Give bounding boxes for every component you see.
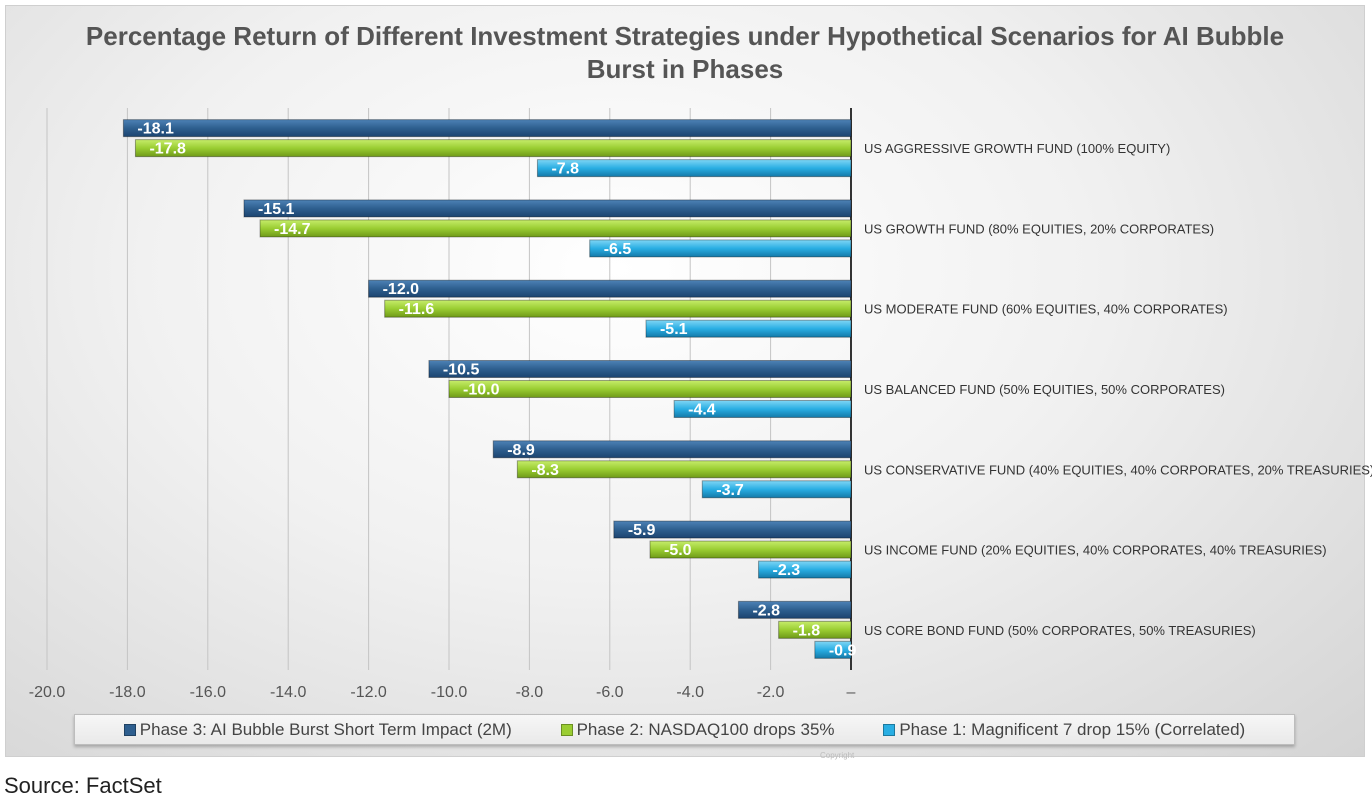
bar-1-2 — [384, 299, 852, 318]
data-label: -2.8 — [752, 602, 780, 619]
legend-label-phase-1: Phase 1: Magnificent 7 drop 15% (Correla… — [899, 719, 1246, 739]
category-label: US BALANCED FUND (50% EQUITIES, 50% CORP… — [864, 382, 1225, 397]
bar-1-1 — [259, 219, 852, 238]
category-label: US AGGRESSIVE GROWTH FUND (100% EQUITY) — [864, 141, 1170, 156]
data-label: -2.3 — [773, 562, 801, 579]
bar-2-2 — [645, 319, 852, 338]
source-note: Source: FactSet — [4, 773, 162, 798]
x-tick-label: – — [847, 684, 856, 701]
data-label: -15.1 — [258, 201, 295, 218]
legend-swatch-phase-1 — [883, 723, 896, 736]
x-tick-label: -4.0 — [676, 684, 704, 701]
x-tick-label: -14.0 — [270, 684, 307, 701]
legend-swatch-phase-2 — [560, 723, 573, 736]
data-label: -10.5 — [443, 362, 480, 379]
data-label: -14.7 — [274, 221, 311, 238]
data-label: -3.7 — [716, 482, 744, 499]
bar-1-3 — [448, 380, 852, 398]
legend-label-phase-2: Phase 2: NASDAQ100 drops 35% — [576, 719, 835, 739]
x-tick-label: -2.0 — [757, 684, 785, 701]
chart-title: Percentage Return of Different Investmen… — [85, 21, 1285, 84]
data-label: -5.9 — [628, 522, 656, 539]
category-label: US CORE BOND FUND (50% CORPORATES, 50% T… — [864, 623, 1256, 638]
category-label: US CONSERVATIVE FUND (40% EQUITIES, 40% … — [864, 462, 1372, 477]
bar-1-5 — [649, 540, 852, 559]
bar-0-5 — [613, 520, 852, 539]
data-label: -5.0 — [664, 542, 692, 559]
category-label: US INCOME FUND (20% EQUITIES, 40% CORPOR… — [864, 543, 1327, 558]
x-tick-label: -18.0 — [109, 684, 146, 701]
x-tick-label: -12.0 — [350, 684, 387, 701]
data-label: -18.1 — [137, 121, 174, 138]
copyright-note: Copyright — [820, 751, 855, 760]
x-tick-label: -8.0 — [516, 684, 544, 701]
legend-item-phase-1: Phase 1: Magnificent 7 drop 15% (Correla… — [883, 720, 1245, 740]
bar-1-4 — [516, 460, 852, 479]
bar-0-1 — [243, 199, 852, 218]
bar-0-3 — [428, 360, 852, 378]
bar-0-2 — [368, 279, 852, 298]
bar-2-0 — [536, 159, 852, 178]
bar-2-3 — [673, 400, 852, 418]
x-tick-label: -6.0 — [596, 684, 624, 701]
data-label: -4.4 — [688, 402, 716, 419]
data-label: -5.1 — [660, 321, 688, 338]
bar-2-6 — [814, 640, 852, 659]
legend-item-phase-3: Phase 3: AI Bubble Burst Short Term Impa… — [123, 719, 512, 740]
category-label: US MODERATE FUND (60% EQUITIES, 40% CORP… — [864, 302, 1228, 317]
data-label: -11.6 — [399, 301, 435, 318]
data-label: -12.0 — [383, 281, 420, 298]
data-label: -8.3 — [531, 462, 559, 479]
legend-item-phase-2: Phase 2: NASDAQ100 drops 35% — [560, 719, 835, 740]
bar-0-4 — [492, 440, 852, 459]
data-label: -10.0 — [463, 382, 500, 399]
bar-0-0 — [122, 119, 852, 138]
bar-2-1 — [589, 239, 852, 258]
bar-2-5 — [758, 560, 852, 579]
data-label: -8.9 — [507, 442, 535, 459]
x-tick-label: -10.0 — [431, 684, 468, 701]
legend: Phase 3: AI Bubble Burst Short Term Impa… — [74, 714, 1295, 745]
data-label: -6.5 — [604, 241, 632, 258]
category-label: US GROWTH FUND (80% EQUITIES, 20% CORPOR… — [864, 221, 1214, 236]
x-tick-label: -20.0 — [29, 684, 66, 701]
data-label: -1.8 — [793, 622, 821, 639]
bar-1-0 — [134, 139, 852, 158]
bar-1-6 — [778, 620, 852, 639]
data-label: -17.8 — [149, 141, 186, 158]
bar-2-4 — [701, 480, 852, 499]
data-label: -7.8 — [551, 161, 579, 178]
legend-swatch-phase-3 — [123, 723, 136, 736]
data-label: -0.9 — [829, 642, 857, 659]
x-tick-label: -16.0 — [190, 684, 227, 701]
legend-label-phase-3: Phase 3: AI Bubble Burst Short Term Impa… — [139, 719, 512, 739]
bar-0-6 — [737, 600, 852, 619]
